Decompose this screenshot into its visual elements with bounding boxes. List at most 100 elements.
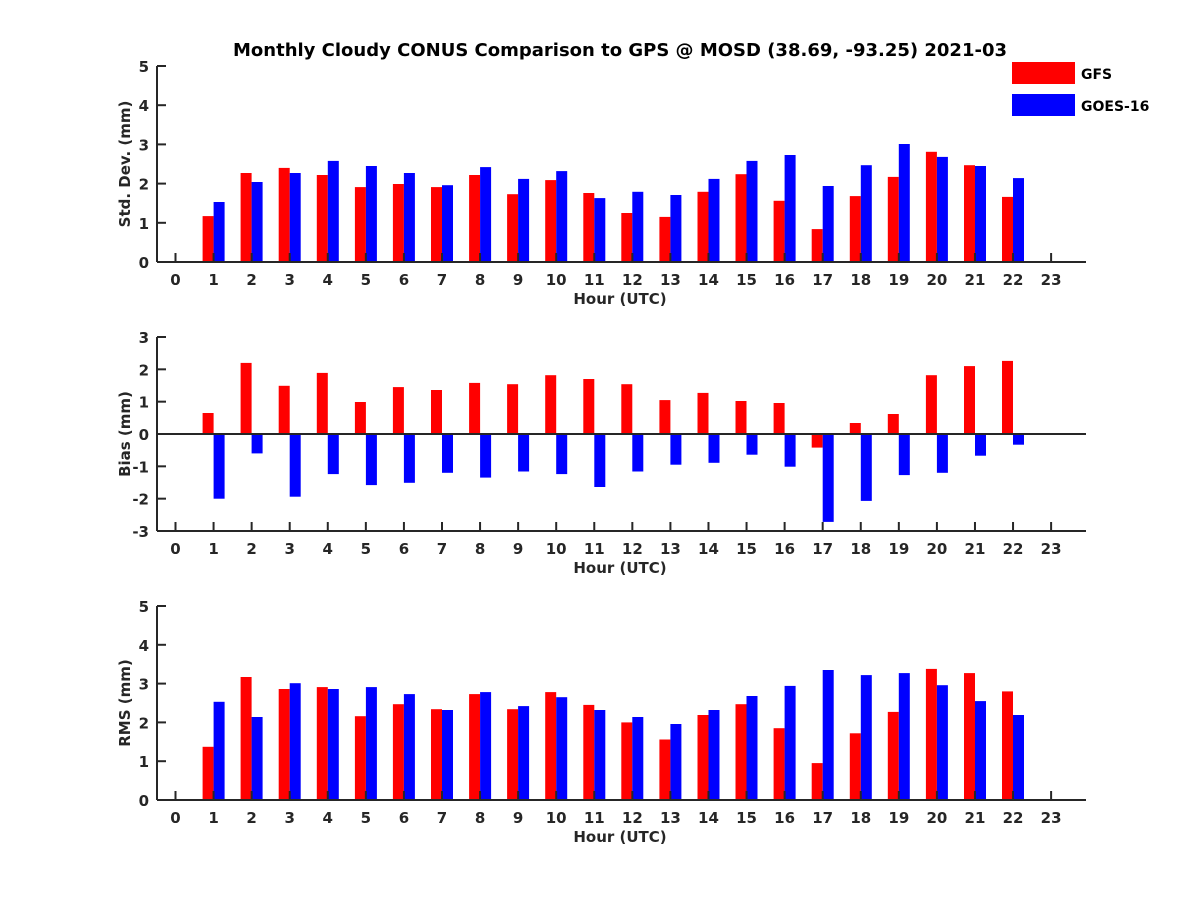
bar-gfs-hour-18 [849, 423, 861, 434]
bar-gfs-hour-14 [697, 392, 709, 434]
x-tick-label: 15 [736, 540, 757, 558]
bar-goes16-hour-15 [746, 434, 758, 455]
y-tick-label: 5 [139, 58, 149, 76]
bar-goes16-hour-2 [251, 434, 263, 454]
x-tick-label: 1 [208, 271, 218, 289]
bar-gfs-hour-2 [240, 173, 252, 262]
y-tick-label: 3 [139, 136, 149, 154]
bar-gfs-hour-8 [469, 175, 481, 262]
bar-goes16-hour-3 [289, 683, 301, 800]
x-tick-label: 4 [323, 809, 333, 827]
bar-gfs-hour-21 [964, 673, 975, 800]
x-tick-label: 14 [698, 271, 719, 289]
bar-goes16-hour-21 [975, 434, 986, 456]
bar-gfs-hour-20 [925, 375, 937, 434]
y-tick-label: 1 [139, 753, 149, 771]
x-tick-label: 9 [513, 271, 523, 289]
bar-gfs-hour-13 [659, 400, 671, 434]
legend-label-goes16: GOES-16 [1081, 99, 1149, 115]
x-axis-label: Hour (UTC) [573, 559, 666, 577]
bar-gfs-hour-22 [1002, 691, 1013, 800]
bar-goes16-hour-11 [594, 198, 606, 262]
x-tick-label: 22 [1003, 271, 1024, 289]
x-tick-label: 7 [437, 271, 447, 289]
y-tick-label: 3 [139, 676, 149, 694]
x-tick-label: 3 [284, 809, 294, 827]
chart-title: Monthly Cloudy CONUS Comparison to GPS @… [233, 40, 1007, 61]
x-tick-label: 2 [246, 540, 256, 558]
bar-goes16-hour-8 [480, 434, 492, 478]
y-tick-label: 1 [139, 394, 149, 412]
bar-goes16-hour-9 [518, 178, 530, 262]
x-tick-label: 18 [850, 809, 871, 827]
y-axis-label: Bias (mm) [116, 391, 134, 477]
x-tick-label: 21 [965, 271, 986, 289]
x-tick-label: 1 [208, 809, 218, 827]
bar-goes16-hour-20 [936, 156, 948, 262]
bar-goes16-hour-16 [784, 685, 796, 800]
bar-gfs-hour-4 [316, 687, 328, 800]
bar-goes16-hour-14 [708, 178, 720, 262]
bar-goes16-hour-12 [632, 717, 644, 800]
bar-goes16-hour-14 [708, 710, 720, 800]
bar-goes16-hour-2 [251, 182, 263, 262]
bar-gfs-hour-7 [431, 709, 442, 800]
x-tick-label: 5 [361, 271, 371, 289]
bar-goes16-hour-14 [708, 434, 720, 463]
x-tick-label: 13 [660, 271, 681, 289]
y-tick-label: -3 [132, 523, 149, 541]
bar-gfs-hour-15 [735, 704, 747, 800]
bar-gfs-hour-5 [354, 187, 366, 262]
bar-goes16-hour-13 [670, 434, 682, 465]
x-tick-label: 2 [246, 809, 256, 827]
x-tick-label: 16 [774, 809, 795, 827]
bar-goes16-hour-7 [442, 185, 453, 262]
x-tick-label: 9 [513, 809, 523, 827]
x-tick-label: 8 [475, 540, 485, 558]
bar-goes16-hour-6 [403, 694, 415, 800]
x-tick-label: 12 [622, 540, 643, 558]
x-tick-label: 1 [208, 540, 218, 558]
bar-gfs-hour-2 [240, 677, 252, 800]
x-tick-label: 0 [170, 809, 180, 827]
bar-gfs-hour-9 [507, 194, 519, 262]
bar-gfs-hour-8 [469, 382, 481, 434]
bar-goes16-hour-2 [251, 717, 263, 800]
bar-gfs-hour-6 [392, 184, 404, 262]
x-tick-label: 11 [584, 271, 605, 289]
bar-goes16-hour-17 [822, 186, 834, 262]
bar-goes16-hour-3 [289, 434, 301, 497]
x-tick-label: 11 [584, 809, 605, 827]
bar-gfs-hour-1 [202, 216, 214, 262]
x-tick-label: 3 [284, 271, 294, 289]
bar-goes16-hour-12 [632, 434, 644, 472]
bar-goes16-hour-6 [403, 173, 415, 262]
x-tick-label: 13 [660, 809, 681, 827]
bar-gfs-hour-5 [354, 716, 366, 800]
x-tick-label: 11 [584, 540, 605, 558]
x-tick-label: 17 [812, 540, 833, 558]
x-tick-label: 19 [888, 809, 909, 827]
bar-goes16-hour-18 [860, 165, 872, 262]
y-tick-label: 3 [139, 329, 149, 347]
x-tick-label: 20 [926, 540, 947, 558]
bar-gfs-hour-16 [773, 200, 785, 262]
bar-goes16-hour-4 [327, 689, 339, 800]
bar-gfs-hour-13 [659, 739, 671, 800]
bar-gfs-hour-16 [773, 403, 785, 434]
bar-gfs-hour-3 [278, 385, 290, 434]
bar-gfs-hour-19 [887, 711, 899, 800]
y-tick-label: 2 [139, 176, 149, 194]
legend-swatch-gfs [1012, 62, 1075, 84]
x-tick-label: 17 [812, 271, 833, 289]
bar-goes16-hour-20 [936, 685, 948, 800]
x-tick-label: 4 [323, 271, 333, 289]
x-tick-label: 0 [170, 540, 180, 558]
bar-goes16-hour-8 [480, 167, 492, 262]
bar-goes16-hour-22 [1013, 715, 1024, 800]
bar-gfs-hour-15 [735, 401, 747, 434]
x-tick-label: 8 [475, 809, 485, 827]
y-tick-label: -2 [132, 491, 149, 509]
